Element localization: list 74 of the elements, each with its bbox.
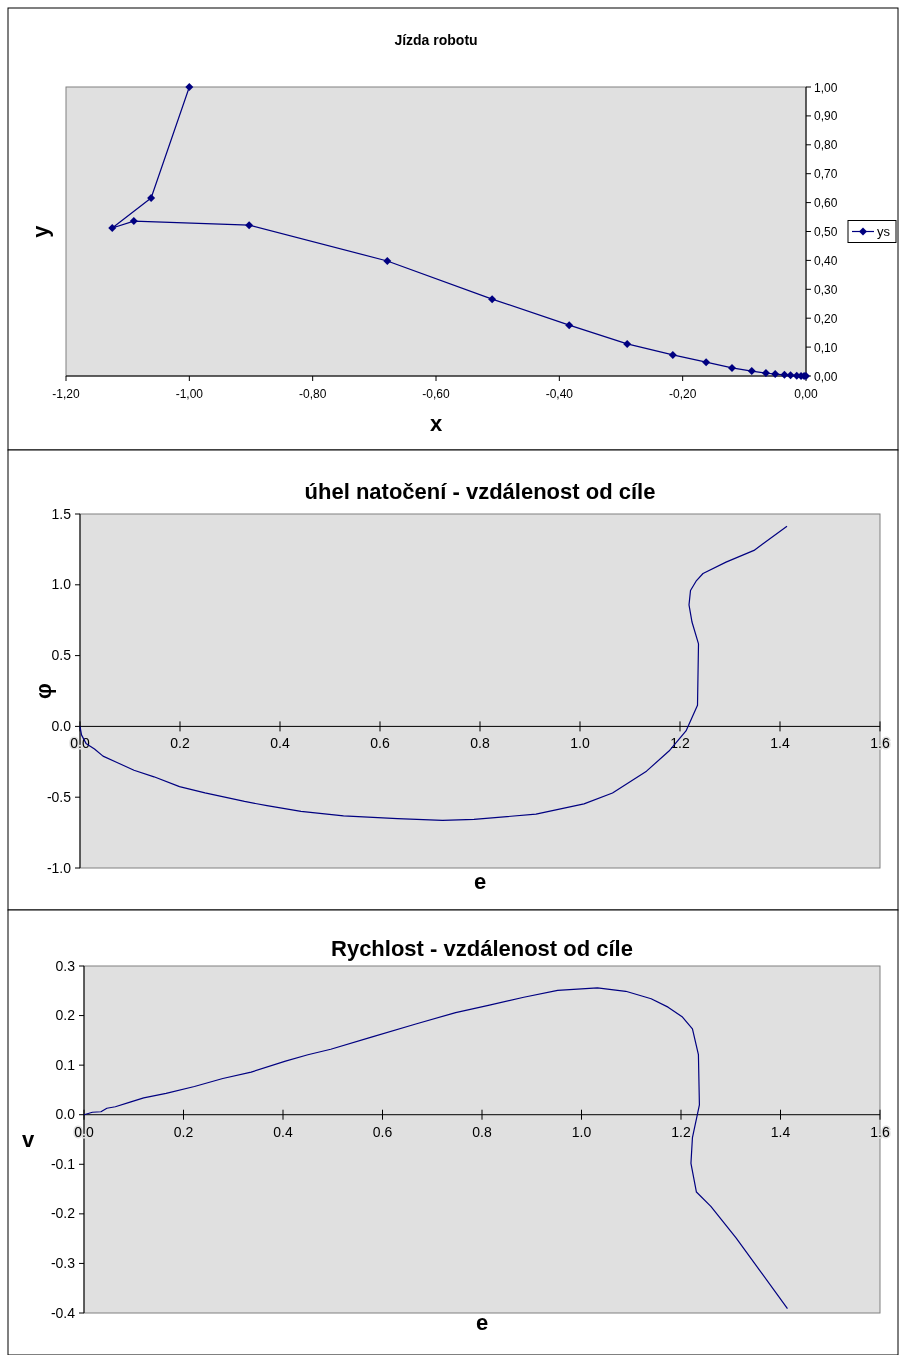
y-tick-label: 0,40 [814, 253, 838, 268]
y-tick-label: 0,50 [814, 225, 838, 239]
y-tick-label: 0,30 [814, 282, 838, 297]
x-tick-label: 1.6 [870, 1123, 890, 1140]
point [780, 370, 789, 379]
point [383, 256, 392, 265]
y-tick-label: 0,70 [814, 167, 838, 182]
y-tick-label: 0,60 [814, 196, 838, 211]
x-tick-label: -0,20 [668, 387, 697, 401]
x-tick-label: 0.4 [270, 735, 290, 752]
chart-title: úhel natočení - vzdálenost od cíle [304, 479, 656, 504]
x-tick-label: 0.8 [472, 1123, 492, 1140]
legend-label: ys [877, 224, 891, 239]
y-tick-label: 0.0 [51, 717, 72, 734]
point [565, 321, 574, 330]
x-tick-label: -1,20 [52, 387, 80, 401]
y-tick-label: -0.3 [50, 1254, 76, 1271]
y-tick-label: 0.2 [55, 1007, 76, 1024]
point [185, 83, 194, 91]
point [786, 371, 795, 380]
chart-title: Rychlost - vzdálenost od cíle [331, 936, 633, 961]
y-tick-label: 0,00 [814, 369, 838, 384]
point [702, 358, 711, 367]
point [108, 224, 117, 233]
x-tick-label: 0.6 [372, 1123, 393, 1140]
point [623, 339, 632, 348]
x-tick-label: 0.2 [173, 1123, 194, 1140]
x-tick-label: 1.6 [870, 735, 890, 752]
y-tick-label: 0,20 [814, 311, 838, 326]
x-tick-label: 1.2 [671, 1123, 691, 1140]
x-tick-label: 0.6 [370, 735, 390, 752]
y-tick-label: 1.0 [51, 576, 72, 593]
y-tick-label: 0,10 [814, 340, 838, 355]
x-tick-label: 0.8 [470, 735, 490, 752]
x-axis-title: e [473, 869, 487, 894]
point [668, 350, 677, 359]
x-tick-label: -0,60 [422, 387, 450, 401]
x-axis-title: e [475, 1310, 489, 1335]
y-axis-title: y [27, 224, 53, 238]
y-tick-label: 0.3 [55, 957, 76, 974]
x-tick-label: -0,40 [545, 387, 574, 401]
x-tick-label: 1.4 [770, 1123, 791, 1140]
x-tick-label: 0.2 [170, 735, 190, 752]
x-tick-label: 0.4 [273, 1123, 293, 1140]
point [761, 369, 770, 378]
x-tick-label: -0,80 [298, 387, 327, 401]
y-tick-label: -1.0 [46, 859, 72, 876]
y-axis-title: φ [30, 683, 56, 699]
point [747, 367, 756, 376]
y-tick-label: 0.5 [51, 647, 72, 664]
point [129, 217, 138, 226]
chart-title: Jízda robotu [394, 32, 478, 48]
y-tick-label: -0.4 [50, 1304, 76, 1321]
y-tick-label: 0.0 [55, 1106, 76, 1123]
y-tick-label: 0,80 [814, 138, 838, 153]
y-tick-label: 1,00 [814, 80, 838, 95]
x-tick-label: 1.0 [570, 735, 590, 752]
point [245, 221, 254, 230]
y-tick-label: 1.5 [51, 505, 72, 522]
y-tick-label: 0,90 [814, 109, 838, 124]
y-tick-label: -0.1 [50, 1155, 76, 1172]
x-tick-label: -1,00 [175, 387, 204, 401]
y-tick-label: -0.2 [50, 1205, 76, 1222]
point [147, 193, 156, 202]
y-tick-label: 0.1 [55, 1056, 76, 1073]
y-axis-title: v [21, 1127, 35, 1153]
x-tick-label: 0,00 [794, 387, 818, 401]
point [488, 295, 497, 304]
point [771, 369, 780, 378]
x-tick-label: 1.4 [770, 735, 790, 752]
y-tick-label: -0.5 [46, 788, 72, 805]
x-axis-title: x [429, 411, 443, 436]
x-tick-label: 1.0 [571, 1123, 592, 1140]
point [728, 363, 736, 372]
